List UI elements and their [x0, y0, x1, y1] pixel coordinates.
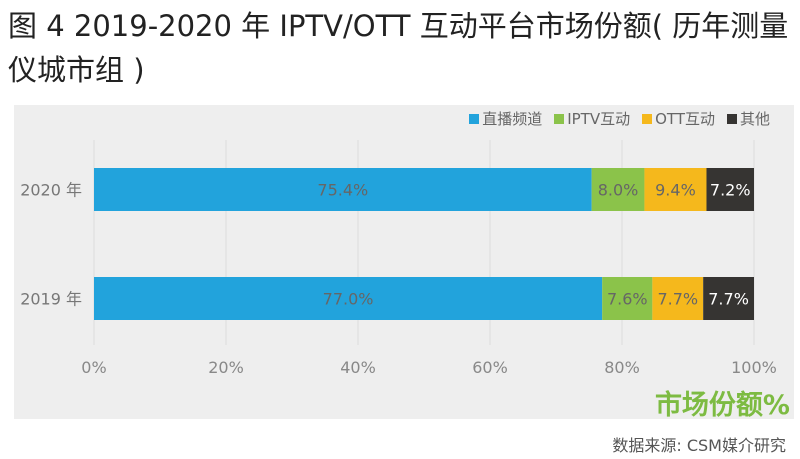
legend-item: 直播频道	[469, 108, 542, 129]
legend-label: 其他	[739, 110, 770, 128]
x-tick-label: 60%	[472, 358, 508, 377]
x-tick-label: 0%	[81, 358, 106, 377]
bar-segment	[644, 168, 707, 211]
source-note: 数据来源: CSM媒介研究	[612, 436, 786, 455]
data-label: 9.4%	[655, 181, 696, 200]
legend-item: IPTV互动	[554, 108, 630, 129]
chart-title: 图 4 2019-2020 年 IPTV/OTT 互动平台市场份额( 历年测量仪…	[8, 9, 789, 87]
y-category-label: 2020 年	[20, 181, 82, 200]
bar-segment	[591, 168, 645, 211]
x-tick-label: 100%	[731, 358, 777, 377]
legend-swatch	[642, 113, 653, 124]
data-label: 7.7%	[708, 290, 749, 309]
data-label: 7.7%	[657, 290, 698, 309]
y-category-label: 2019 年	[20, 290, 82, 309]
bar-segment	[706, 168, 754, 211]
bar-segment	[703, 277, 754, 320]
legend-swatch	[469, 113, 480, 124]
legend-swatch	[726, 113, 737, 124]
x-tick-label: 40%	[340, 358, 376, 377]
legend-label: IPTV互动	[567, 110, 631, 128]
x-tick-label: 20%	[208, 358, 244, 377]
data-label: 7.6%	[607, 290, 648, 309]
unit-label: 市场份额%	[654, 390, 790, 421]
data-label: 7.2%	[710, 181, 751, 200]
data-label: 8.0%	[598, 181, 639, 200]
legend-swatch	[554, 113, 565, 124]
legend-label: 直播频道	[482, 110, 543, 128]
x-tick-label: 80%	[604, 358, 640, 377]
chart-panel	[14, 105, 794, 419]
legend: 直播频道 IPTV互动 OTT互动 其他	[469, 108, 770, 129]
legend-item: 其他	[726, 108, 770, 129]
bar-segment	[602, 277, 653, 320]
bar-segment	[652, 277, 704, 320]
data-label: 75.4%	[317, 181, 368, 200]
legend-label: OTT互动	[655, 110, 715, 128]
legend-item: OTT互动	[642, 108, 715, 129]
bar-segment	[94, 168, 592, 211]
bar-segment	[94, 277, 603, 320]
data-label: 77.0%	[323, 290, 374, 309]
